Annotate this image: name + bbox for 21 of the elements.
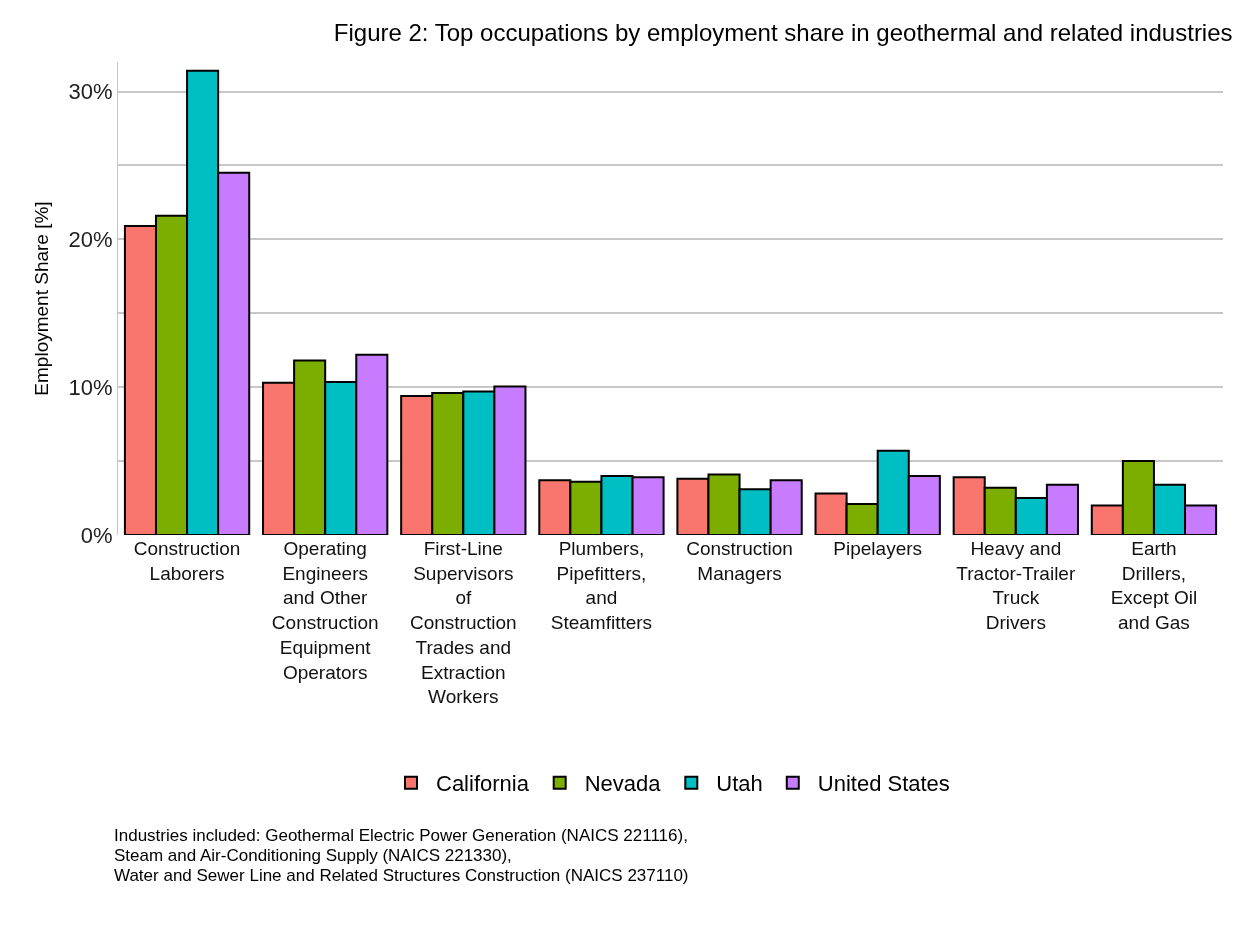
legend-label: United States xyxy=(817,771,950,797)
legend-label: Nevada xyxy=(584,771,662,797)
text: Water and Sewer Line and Related Structures Construction (NAICS 237110) xyxy=(114,866,689,885)
legend-label: California xyxy=(436,771,530,797)
text: Industries included: Geothermal Electric Power Generation (NAICS 221116), xyxy=(114,826,688,845)
chart-title: Figure 2: Top occupations by employment share in geothermal and related industries xyxy=(333,19,1233,47)
x-tick-label: Heavy and Tractor-Trailer Truck Drivers xyxy=(956,538,1076,634)
x-tick-label: Pipelayers xyxy=(833,538,923,559)
x-tick-label: Construction Managers xyxy=(686,538,793,584)
text: Steam and Air-Conditioning Supply (NAICS 221330), xyxy=(114,846,512,865)
x-tick-label: Construction Laborers xyxy=(133,538,241,584)
x-tick-label: Plumbers, Pipefitters, and Steamfitters xyxy=(550,538,653,634)
y-tick-label: 30% xyxy=(68,79,113,105)
legend-label: Utah xyxy=(716,771,763,797)
y-tick-label: 10% xyxy=(68,374,113,400)
y-tick-label: 0% xyxy=(80,522,113,548)
x-tick-label: Operating Engineers and Other Construction Equipment Operators xyxy=(271,538,379,683)
x-tick-label: First-Line Supervisors of Construction Trades and Extraction Workers xyxy=(409,538,517,708)
y-axis-title: Employment Share [%] xyxy=(31,201,53,396)
x-tick-label: Earth Drillers, Except Oil and Gas xyxy=(1110,538,1198,634)
y-tick-label: 20% xyxy=(68,227,113,253)
